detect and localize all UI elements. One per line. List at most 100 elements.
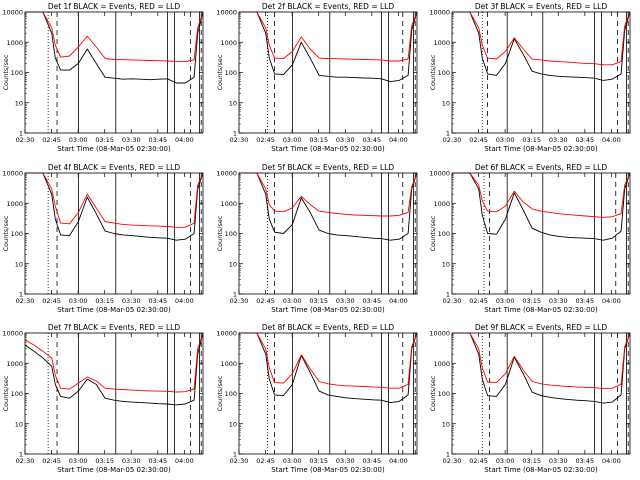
plot-frame (238, 332, 418, 455)
x-tick-label: 03:00 (69, 136, 88, 144)
x-tick-label: 03:45 (148, 457, 167, 465)
y-tick-label: 10000 (2, 170, 23, 178)
y-axis-label: Counts/sec (429, 54, 437, 90)
panel-title: Det 4f BLACK = Events, RED = LLD (48, 163, 181, 172)
x-tick-label: 02:30 (443, 457, 462, 465)
panel-det-9f: Det 9f BLACK = Events, RED = LLD 1 10 100 10… (429, 323, 631, 474)
y-tick-label: 100 (11, 69, 23, 77)
x-tick-label: 02:45 (42, 457, 61, 465)
x-tick-label: 03:45 (148, 136, 167, 144)
x-tick-label: 04:00 (389, 136, 408, 144)
x-tick-label: 04:00 (602, 457, 621, 465)
y-tick-label: 10 (229, 420, 237, 428)
x-tick-label: 02:30 (16, 457, 35, 465)
y-tick-label: 10000 (216, 170, 237, 178)
x-tick-label: 04:00 (175, 297, 194, 305)
x-axis-label: Start Time (08-Mar-05 02:30:00) (271, 145, 385, 153)
y-tick-label: 10000 (2, 9, 23, 17)
x-tick-label: 03:45 (362, 136, 381, 144)
x-tick-label: 03:15 (522, 136, 541, 144)
x-axis-label: Start Time (08-Mar-05 02:30:00) (271, 466, 385, 474)
y-tick-label: 100 (225, 390, 237, 398)
panel-title: Det 8f BLACK = Events, RED = LLD (262, 323, 395, 332)
y-tick-label: 1000 (6, 360, 23, 368)
y-axis-label: Counts/sec (216, 375, 224, 411)
series-line-events (239, 172, 418, 241)
x-tick-label: 03:15 (309, 457, 328, 465)
y-tick-label: 1000 (220, 360, 237, 368)
x-tick-label: 02:45 (256, 457, 275, 465)
panel-det-8f: Det 8f BLACK = Events, RED = LLD 1 10 100 10… (216, 323, 418, 474)
x-tick-label: 02:45 (256, 136, 275, 144)
y-axis-label: Counts/sec (216, 215, 224, 251)
x-tick-label: 03:30 (549, 136, 568, 144)
plot-frame (451, 332, 631, 455)
x-tick-label: 03:00 (496, 136, 515, 144)
x-axis-label: Start Time (08-Mar-05 02:30:00) (57, 466, 171, 474)
series-line-events (452, 172, 631, 241)
y-tick-label: 100 (225, 69, 237, 77)
x-tick-label: 03:15 (95, 136, 114, 144)
plot-frame (24, 332, 204, 455)
y-tick-label: 10 (229, 260, 237, 268)
series-line-events (452, 11, 631, 81)
y-tick-label: 1 (19, 291, 23, 299)
plot-frame (238, 11, 418, 134)
x-tick-label: 03:15 (95, 297, 114, 305)
y-tick-label: 1000 (220, 200, 237, 208)
plot-frame (451, 172, 631, 295)
series-line-lld (452, 332, 631, 390)
x-tick-label: 03:15 (309, 297, 328, 305)
y-axis-label: Counts/sec (429, 375, 437, 411)
y-tick-label: 100 (438, 390, 450, 398)
plot-frame (238, 172, 418, 295)
y-tick-label: 100 (438, 69, 450, 77)
x-tick-label: 02:45 (256, 297, 275, 305)
y-axis-label: Counts/sec (2, 215, 10, 251)
y-tick-label: 10000 (429, 9, 450, 17)
series-line-events (25, 172, 204, 241)
series-line-events (24, 332, 204, 406)
y-tick-label: 100 (438, 230, 450, 238)
y-tick-label: 10 (442, 99, 450, 107)
panel-title: Det 6f BLACK = Events, RED = LLD (475, 163, 608, 172)
panel-title: Det 7f BLACK = Events, RED = LLD (48, 323, 181, 332)
panel-title: Det 2f BLACK = Events, RED = LLD (262, 2, 395, 11)
panel-title: Det 3f BLACK = Events, RED = LLD (475, 2, 608, 11)
x-tick-label: 03:30 (336, 457, 355, 465)
series-line-events (25, 11, 204, 84)
x-tick-label: 03:00 (69, 297, 88, 305)
x-tick-label: 03:30 (122, 297, 141, 305)
y-tick-label: 10000 (429, 330, 450, 338)
plot-frame (24, 11, 204, 134)
x-tick-label: 02:30 (16, 136, 35, 144)
x-tick-label: 03:45 (362, 297, 381, 305)
y-tick-label: 1 (446, 130, 450, 138)
x-tick-label: 03:30 (122, 136, 141, 144)
x-tick-label: 02:45 (42, 297, 61, 305)
y-tick-label: 10000 (216, 9, 237, 17)
panel-det-2f: Det 2f BLACK = Events, RED = LLD 1 10 100 10… (216, 2, 418, 153)
y-tick-label: 1000 (433, 39, 450, 47)
plot-frame (24, 172, 204, 295)
x-tick-label: 03:15 (522, 457, 541, 465)
y-tick-label: 1 (233, 130, 237, 138)
y-axis-label: Counts/sec (2, 54, 10, 90)
x-tick-label: 04:00 (602, 297, 621, 305)
x-tick-label: 03:00 (283, 297, 302, 305)
x-tick-label: 02:45 (42, 136, 61, 144)
x-axis-label: Start Time (08-Mar-05 02:30:00) (57, 306, 171, 314)
y-tick-label: 10 (442, 260, 450, 268)
x-axis-label: Start Time (08-Mar-05 02:30:00) (484, 466, 598, 474)
series-line-lld (239, 11, 418, 62)
y-tick-label: 10 (15, 99, 23, 107)
y-tick-label: 10 (15, 260, 23, 268)
x-tick-label: 03:00 (496, 297, 515, 305)
x-tick-label: 03:45 (362, 457, 381, 465)
y-tick-label: 10000 (429, 170, 450, 178)
x-tick-label: 02:45 (469, 136, 488, 144)
y-axis-label: Counts/sec (429, 215, 437, 251)
x-tick-label: 03:30 (336, 136, 355, 144)
panel-det-5f: Det 5f BLACK = Events, RED = LLD 1 10 100 10… (216, 163, 418, 314)
